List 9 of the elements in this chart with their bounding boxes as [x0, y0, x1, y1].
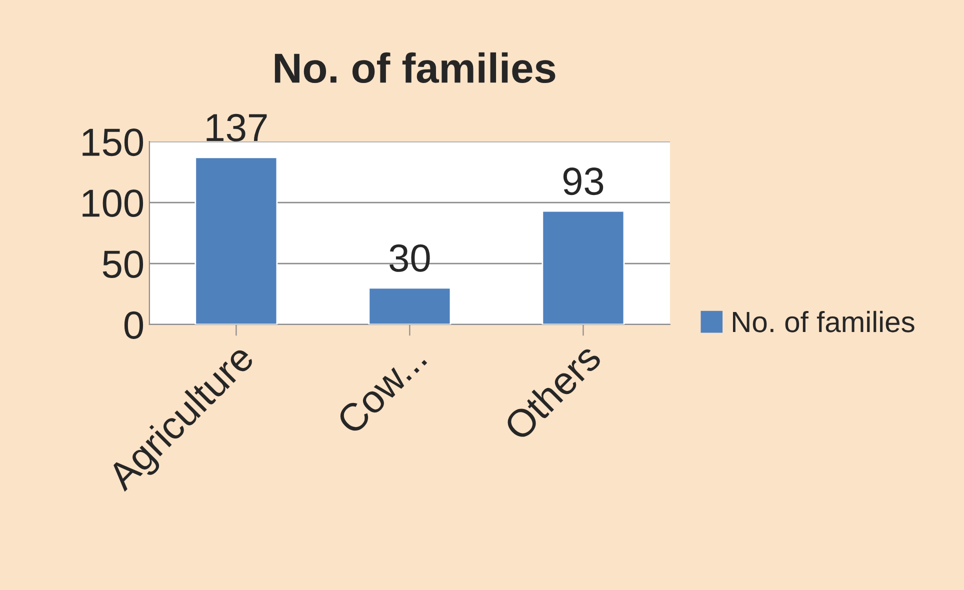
data-label: 30 [390, 244, 430, 272]
y-tick-label: 0 [124, 311, 144, 339]
data-label: 93 [563, 168, 604, 196]
data-label: 137 [206, 114, 267, 142]
y-tick-label: 50 [102, 250, 144, 278]
y-tick-label: 150 [82, 128, 144, 156]
legend-label: No. of families [732, 310, 914, 332]
y-tick-label: 100 [82, 190, 144, 218]
chart-title: No. of families [274, 52, 556, 84]
